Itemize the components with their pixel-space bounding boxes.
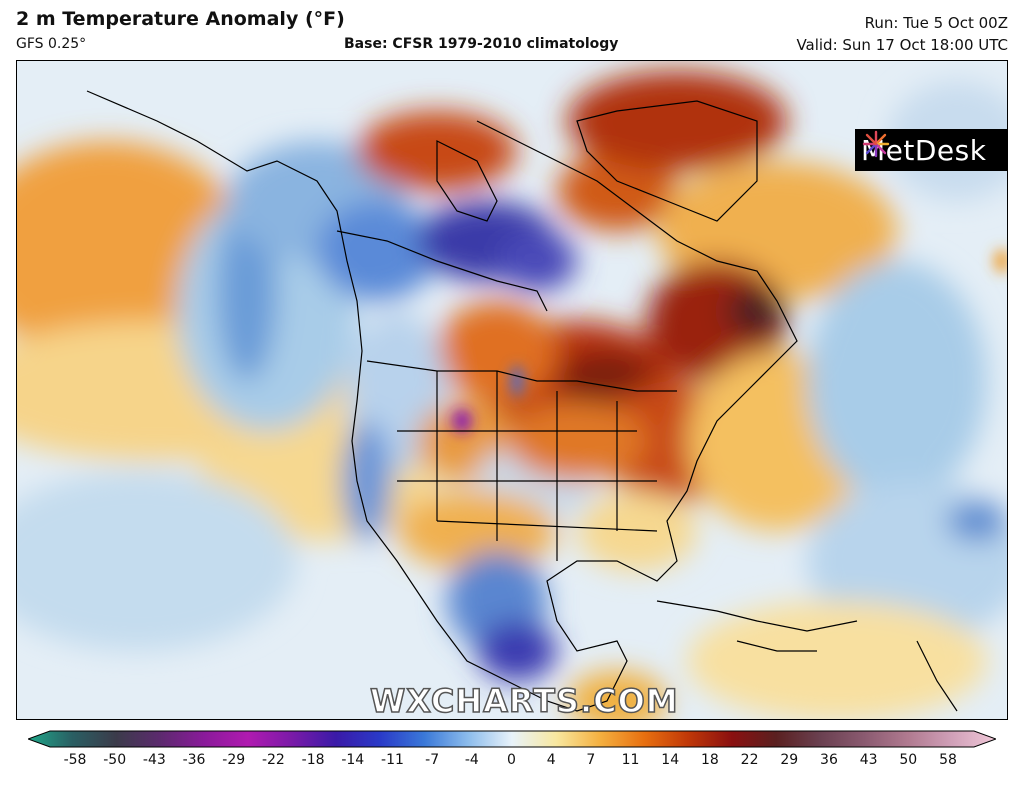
colorbar-tick-label: 7 xyxy=(586,752,596,768)
chart-title: 2 m Temperature Anomaly (°F) xyxy=(16,8,345,30)
colorbar-tick-label: 43 xyxy=(859,752,878,768)
colorbar-tick-label: 4 xyxy=(546,752,556,768)
anomaly-map: MetDesk xyxy=(16,60,1008,720)
metdesk-logo: MetDesk xyxy=(855,129,1007,171)
colorbar-tick-label: -7 xyxy=(425,752,440,768)
colorbar-tick-label: 36 xyxy=(820,752,838,768)
colorbar-tick-label: -18 xyxy=(301,752,325,768)
colorbar-tick-label: 11 xyxy=(621,752,640,768)
run-time: Run: Tue 5 Oct 00Z xyxy=(864,14,1008,32)
colorbar-tick-label: -29 xyxy=(222,752,246,768)
wxcharts-watermark: WXCHARTS.COM xyxy=(369,681,679,721)
climatology-base: Base: CFSR 1979-2010 climatology xyxy=(344,36,619,52)
colorbar-gradient xyxy=(28,730,996,748)
colorbar-tick-label: -58 xyxy=(63,752,87,768)
colorbar-tick-label: -14 xyxy=(341,752,365,768)
colorbar-tick-label: 0 xyxy=(507,752,516,768)
colorbar-tick-label: -4 xyxy=(464,752,479,768)
colorbar-tick-label: -50 xyxy=(103,752,127,768)
colorbar-tick-label: 14 xyxy=(661,752,680,768)
valid-time: Valid: Sun 17 Oct 18:00 UTC xyxy=(796,36,1008,54)
colorbar-tick-label: 50 xyxy=(899,752,918,768)
metdesk-star-icon xyxy=(862,130,890,158)
colorbar xyxy=(28,730,996,748)
colorbar-tick-label: 29 xyxy=(780,752,799,768)
map-canvas xyxy=(17,61,1007,719)
colorbar-tick-label: -11 xyxy=(381,752,404,768)
colorbar-tick-label: 18 xyxy=(700,752,719,768)
colorbar-tick-label: -36 xyxy=(182,752,206,768)
colorbar-tick-label: 22 xyxy=(740,752,759,768)
colorbar-tick-label: 58 xyxy=(939,752,957,768)
colorbar-tick-label: -43 xyxy=(142,752,166,768)
model-label: GFS 0.25° xyxy=(16,36,87,52)
colorbar-tick-label: -22 xyxy=(261,752,285,768)
